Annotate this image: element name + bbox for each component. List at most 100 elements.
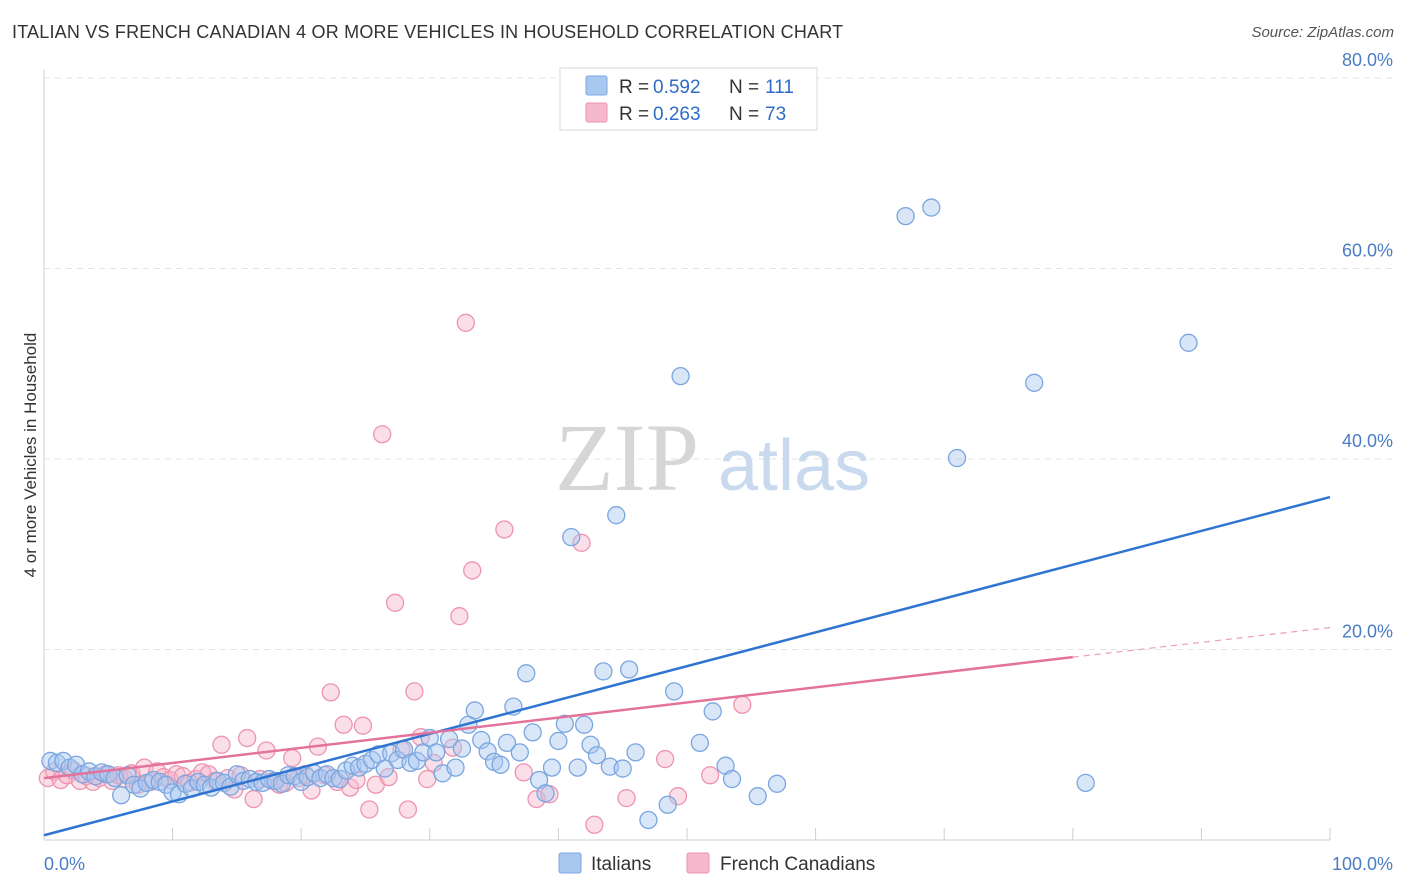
italians-point-83 (574, 715, 594, 734)
italians-point-81 (562, 527, 581, 547)
watermark: ZIP atlas (555, 404, 870, 511)
italians-point-84 (581, 735, 600, 754)
bottom-legend-label-french: French Canadians (720, 854, 875, 875)
italians-point-77 (536, 784, 555, 803)
french-canadians-point-31 (238, 728, 257, 748)
bottom-legend-swatch-french (686, 852, 710, 874)
french-canadians-point-27 (212, 735, 231, 754)
french-canadians-trend-extension (1072, 626, 1331, 658)
french-canadians-point-65 (495, 520, 514, 539)
italians-point-93 (658, 795, 677, 814)
italians-point-78 (542, 758, 562, 777)
bottom-legend: Italians French Canadians (558, 852, 875, 875)
italians-point-73 (510, 743, 529, 762)
x-ticks (43, 828, 1331, 840)
italians-point-95 (671, 366, 690, 386)
y-tick-label-60: 60.0% (1342, 241, 1393, 261)
italians-point-100 (748, 787, 767, 806)
source-credit: Source: ZipAtlas.com (1251, 24, 1394, 41)
french-canadians-point-70 (585, 815, 604, 834)
french-canadians-point-54 (385, 593, 405, 612)
italians-points (41, 198, 1198, 830)
french-canadians-point-64 (463, 561, 482, 580)
legend-r-value-french: 0.263 (653, 104, 701, 125)
bottom-legend-label-italians: Italians (591, 854, 651, 875)
french-canadians-point-32 (244, 789, 263, 809)
legend-swatch-french (585, 102, 608, 123)
italians-point-75 (523, 723, 542, 742)
italians-point-52 (375, 759, 394, 778)
french-canadians-point-46 (334, 715, 353, 734)
legend-swatch-italians (585, 75, 608, 96)
italians-point-11 (112, 786, 131, 805)
legend-n-label-italians: N = (729, 77, 759, 98)
legend-n-label-french: N = (729, 104, 759, 125)
french-canadians-point-52 (373, 425, 392, 444)
italians-point-96 (690, 733, 710, 752)
french-canadians-point-72 (655, 749, 675, 769)
italians-point-102 (896, 206, 915, 226)
french-canadians-point-66 (514, 763, 533, 782)
italians-point-104 (947, 448, 967, 468)
legend-r-label-french: R = (619, 104, 649, 125)
french-canadians-point-71 (617, 788, 636, 808)
italians-point-67 (472, 730, 491, 750)
french-canadians-point-57 (405, 682, 424, 701)
italians-point-107 (1179, 333, 1198, 352)
french-canadians-point-53 (379, 767, 398, 787)
italians-point-103 (922, 198, 941, 217)
italians-point-0 (41, 751, 60, 771)
legend: R = 0.592 N = 111 R = 0.263 N = 73 (559, 67, 818, 131)
italians-point-105 (1025, 373, 1044, 392)
italians-point-91 (626, 743, 645, 762)
italians-point-80 (555, 714, 574, 733)
gridlines (44, 77, 1393, 650)
legend-n-value-french: 73 (765, 104, 786, 125)
x-tick-label-min: 0.0% (44, 854, 85, 874)
legend-r-value-italians: 0.592 (653, 77, 701, 98)
french-canadians-point-63 (456, 313, 475, 332)
french-canadians-point-38 (283, 748, 302, 768)
french-canadians-point-62 (450, 607, 469, 626)
legend-n-value-italians: 111 (765, 77, 794, 98)
italians-point-92 (639, 810, 658, 830)
watermark-zip: ZIP (555, 404, 699, 511)
italians-point-99 (722, 769, 742, 789)
italians-point-97 (703, 702, 722, 721)
italians-trend-line (43, 495, 1331, 837)
watermark-atlas: atlas (718, 426, 870, 506)
x-tick-label-max: 100.0% (1332, 854, 1393, 874)
italians-point-56 (401, 753, 420, 772)
italians-point-90 (619, 660, 639, 679)
italians-point-101 (767, 774, 787, 793)
french-canadians-point-49 (353, 716, 373, 735)
french-canadians-trend-line (43, 655, 1073, 780)
french-canadians-point-59 (418, 769, 437, 789)
italians-point-85 (587, 746, 607, 765)
italians-point-94 (664, 682, 684, 701)
italians-point-63 (446, 758, 465, 777)
italians-point-71 (497, 733, 517, 752)
italians-point-64 (452, 739, 472, 758)
french-canadians-point-69 (572, 533, 591, 552)
italians-point-79 (549, 731, 568, 751)
italians-point-88 (607, 506, 626, 525)
y-axis-label: 4 or more Vehicles in Household (21, 333, 40, 578)
italians-point-86 (594, 662, 613, 681)
french-canadians-point-75 (733, 695, 752, 714)
y-tick-label-20: 20.0% (1342, 622, 1393, 642)
italians-point-66 (465, 701, 484, 720)
trend-lines (43, 495, 1331, 837)
french-canadians-point-44 (321, 683, 340, 702)
italians-point-82 (568, 758, 587, 777)
italians-point-89 (613, 759, 632, 778)
french-canadians-point-56 (398, 800, 418, 819)
french-canadians-point-25 (199, 765, 218, 784)
y-tick-label-80: 80.0% (1342, 50, 1393, 70)
italians-point-70 (491, 755, 510, 774)
chart-title: ITALIAN VS FRENCH CANADIAN 4 OR MORE VEH… (12, 22, 844, 42)
french-canadians-point-50 (360, 800, 379, 819)
italians-point-68 (478, 742, 497, 761)
bottom-legend-swatch-italians (558, 852, 582, 874)
